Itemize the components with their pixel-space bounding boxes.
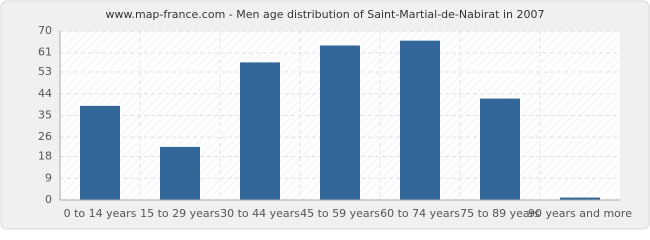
y-tick-label: 35	[38, 109, 52, 122]
y-tick-label: 0	[45, 193, 52, 206]
y-tick-label: 61	[38, 46, 52, 59]
y-tick-label: 18	[38, 150, 52, 163]
bar	[320, 45, 360, 200]
x-tick-label: 60 to 74 years	[380, 207, 460, 220]
bar	[240, 62, 280, 201]
bar	[160, 146, 200, 200]
y-tick-label: 44	[38, 87, 52, 100]
x-tick-label: 30 to 44 years	[220, 207, 300, 220]
y-tick-label: 53	[38, 65, 52, 78]
x-tick-label: 45 to 59 years	[300, 207, 380, 220]
bar	[480, 98, 520, 200]
y-tick-label: 26	[38, 130, 52, 143]
bar	[560, 197, 600, 200]
x-tick-label: 75 to 89 years	[460, 207, 540, 220]
y-tick-label: 9	[45, 171, 52, 184]
x-tick-label: 0 to 14 years	[64, 207, 137, 220]
chart-title: www.map-france.com - Men age distributio…	[106, 8, 545, 21]
bar	[400, 40, 440, 201]
x-tick-label: 90 years and more	[528, 207, 632, 220]
chart: www.map-france.com - Men age distributio…	[0, 0, 650, 230]
bar	[80, 105, 120, 200]
x-tick-label: 15 to 29 years	[140, 207, 220, 220]
y-tick-label: 70	[38, 24, 52, 37]
